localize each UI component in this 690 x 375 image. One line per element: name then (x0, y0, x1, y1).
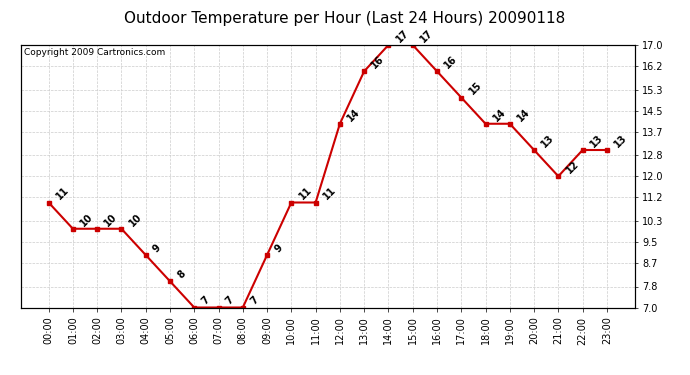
Text: 7: 7 (200, 295, 212, 307)
Text: 7: 7 (248, 295, 260, 307)
Text: 17: 17 (394, 28, 411, 44)
Text: 7: 7 (224, 295, 236, 307)
Text: 11: 11 (55, 185, 71, 202)
Text: 10: 10 (79, 211, 95, 228)
Text: 14: 14 (491, 106, 508, 123)
Text: 15: 15 (467, 80, 484, 97)
Text: Copyright 2009 Cartronics.com: Copyright 2009 Cartronics.com (23, 48, 165, 57)
Text: 14: 14 (515, 106, 532, 123)
Text: 8: 8 (175, 268, 188, 280)
Text: 11: 11 (321, 185, 338, 202)
Text: 9: 9 (273, 242, 284, 254)
Text: 12: 12 (564, 159, 580, 176)
Text: Outdoor Temperature per Hour (Last 24 Hours) 20090118: Outdoor Temperature per Hour (Last 24 Ho… (124, 11, 566, 26)
Text: 13: 13 (613, 133, 629, 149)
Text: 13: 13 (540, 133, 556, 149)
Text: 16: 16 (442, 54, 459, 70)
Text: 10: 10 (127, 211, 144, 228)
Text: 17: 17 (418, 28, 435, 44)
Text: 9: 9 (151, 242, 163, 254)
Text: 11: 11 (297, 185, 313, 202)
Text: 13: 13 (588, 133, 605, 149)
Text: 10: 10 (103, 211, 119, 228)
Text: 16: 16 (370, 54, 386, 70)
Text: 14: 14 (346, 106, 362, 123)
